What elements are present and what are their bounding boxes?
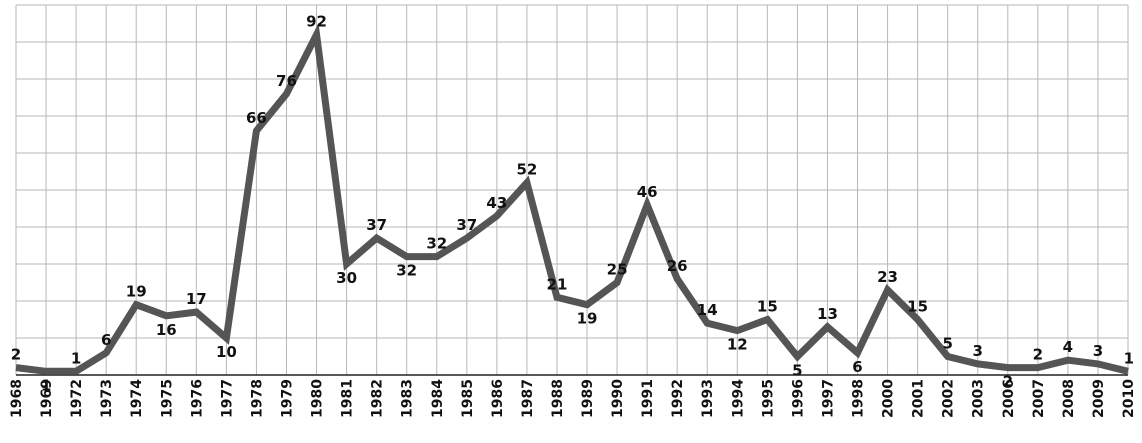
x-tick-label: 1975	[159, 379, 175, 418]
x-tick-label: 1978	[249, 379, 265, 418]
data-label: 19	[126, 283, 147, 301]
data-label: 2	[11, 346, 21, 364]
x-tick-label: 1997	[820, 379, 836, 418]
data-label: 15	[907, 298, 928, 316]
x-tick-label: 1969	[39, 379, 55, 418]
data-label: 23	[877, 268, 898, 286]
x-tick-label: 1981	[340, 379, 356, 418]
data-label: 12	[727, 336, 748, 354]
grid	[15, 4, 1129, 376]
data-label: 1	[71, 349, 81, 367]
x-tick-label: 1972	[69, 379, 85, 418]
data-label: 5	[942, 335, 952, 353]
data-label: 6	[852, 358, 862, 376]
x-tick-label: 1968	[9, 379, 25, 418]
data-label: 92	[306, 13, 327, 31]
x-tick-label: 1980	[310, 379, 326, 418]
x-tick-label: 1979	[279, 379, 295, 418]
data-label: 25	[607, 261, 628, 279]
data-label: 32	[426, 235, 447, 253]
data-label: 13	[817, 305, 838, 323]
data-label: 1	[41, 376, 51, 394]
x-tick-label: 1989	[580, 379, 596, 418]
x-tick-label: 1982	[370, 379, 386, 418]
data-label: 37	[366, 216, 387, 234]
x-tick-label: 2001	[911, 379, 927, 418]
data-label: 30	[336, 269, 357, 287]
data-label: 66	[246, 109, 267, 127]
x-tick-label: 1983	[400, 379, 416, 418]
data-label: 3	[1093, 342, 1103, 360]
data-label: 19	[577, 310, 598, 328]
series-line	[15, 22, 1129, 375]
x-tick-label: 2006	[1001, 379, 1017, 418]
x-tick-label: 1985	[460, 379, 476, 418]
data-label: 21	[547, 275, 568, 293]
x-tick-label: 2000	[881, 379, 897, 418]
data-label: 6	[101, 331, 111, 349]
x-tick-label: 1977	[219, 379, 235, 418]
x-tick-label: 1987	[520, 379, 536, 418]
x-tick-label: 1998	[851, 379, 867, 418]
data-label: 16	[156, 321, 177, 339]
data-label: 76	[276, 72, 297, 90]
x-tick-label: 2008	[1061, 379, 1077, 418]
data-label: 32	[396, 262, 417, 280]
x-tick-label: 1990	[610, 379, 626, 418]
data-label: 37	[456, 216, 477, 234]
x-tick-labels: 1968 1969 1972 1973 1974 1975 1976 1977 1978 1979…	[9, 379, 1137, 418]
data-label: 17	[186, 290, 207, 308]
data-label: 4	[1063, 338, 1073, 356]
x-tick-label: 1973	[99, 379, 115, 418]
data-label: 52	[516, 161, 537, 179]
x-tick-label: 2003	[971, 379, 987, 418]
data-label: 26	[667, 257, 688, 275]
x-tick-label: 1995	[760, 379, 776, 418]
data-label: 15	[757, 298, 778, 316]
data-label: 10	[216, 343, 237, 361]
x-tick-label: 2010	[1121, 379, 1137, 418]
data-label: 46	[637, 183, 658, 201]
x-tick-label: 1993	[700, 379, 716, 418]
x-tick-label: 2002	[941, 379, 957, 418]
data-label: 43	[486, 194, 507, 212]
x-tick-label: 1996	[790, 379, 806, 418]
data-label: 2	[1003, 373, 1013, 391]
data-label: 5	[792, 362, 802, 380]
x-tick-label: 1991	[640, 379, 656, 418]
x-tick-label: 1976	[189, 379, 205, 418]
x-tick-label: 1992	[670, 379, 686, 418]
x-tick-label: 1974	[129, 379, 145, 418]
data-labels: 2116191617106676923037323237435221192546…	[11, 13, 1134, 395]
x-tick-label: 2009	[1091, 379, 1107, 418]
data-label: 14	[697, 301, 718, 319]
x-tick-label: 1988	[550, 379, 566, 418]
data-label: 1	[1124, 349, 1134, 367]
x-tick-label: 2007	[1031, 379, 1047, 418]
data-label: 2	[1033, 346, 1043, 364]
x-tick-label: 1994	[730, 379, 746, 418]
x-tick-label: 1984	[430, 379, 446, 418]
x-tick-label: 1986	[490, 379, 506, 418]
data-label: 3	[973, 342, 983, 360]
